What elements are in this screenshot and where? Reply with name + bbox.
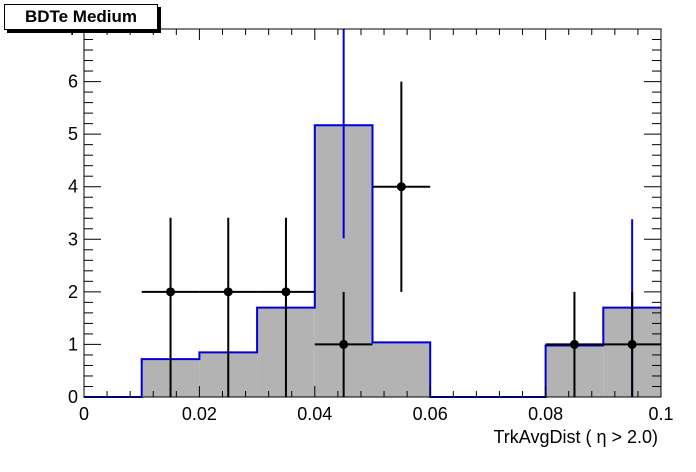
x-tick-label: 0.04 bbox=[297, 404, 332, 424]
data-point bbox=[569, 339, 579, 349]
y-tick-label: 2 bbox=[68, 282, 78, 302]
histogram-bin bbox=[372, 342, 431, 397]
data-point bbox=[396, 182, 406, 192]
y-tick-label: 4 bbox=[68, 177, 78, 197]
x-tick-label: 0.08 bbox=[528, 404, 563, 424]
x-axis-label: TrkAvgDist ( η > 2.0) bbox=[493, 427, 658, 447]
histogram-outline bbox=[84, 124, 661, 398]
data-point bbox=[223, 287, 233, 297]
data-point bbox=[166, 287, 176, 297]
data-point bbox=[339, 339, 349, 349]
x-tick-label: 0.06 bbox=[413, 404, 448, 424]
chart-title: BDTe Medium bbox=[4, 4, 158, 30]
axis-ticks: 00.020.040.060.080.101234567 bbox=[68, 19, 674, 424]
x-tick-label: 0 bbox=[79, 404, 89, 424]
mc-error-bars bbox=[342, 29, 634, 396]
x-tick-label: 0.02 bbox=[182, 404, 217, 424]
y-tick-label: 6 bbox=[68, 72, 78, 92]
x-tick-label: 0.1 bbox=[648, 404, 673, 424]
y-tick-label: 0 bbox=[68, 387, 78, 407]
data-point bbox=[281, 287, 291, 297]
y-tick-label: 5 bbox=[68, 124, 78, 144]
y-tick-label: 1 bbox=[68, 334, 78, 354]
data-point bbox=[627, 339, 637, 349]
y-tick-label: 3 bbox=[68, 229, 78, 249]
plot-frame bbox=[83, 28, 662, 398]
